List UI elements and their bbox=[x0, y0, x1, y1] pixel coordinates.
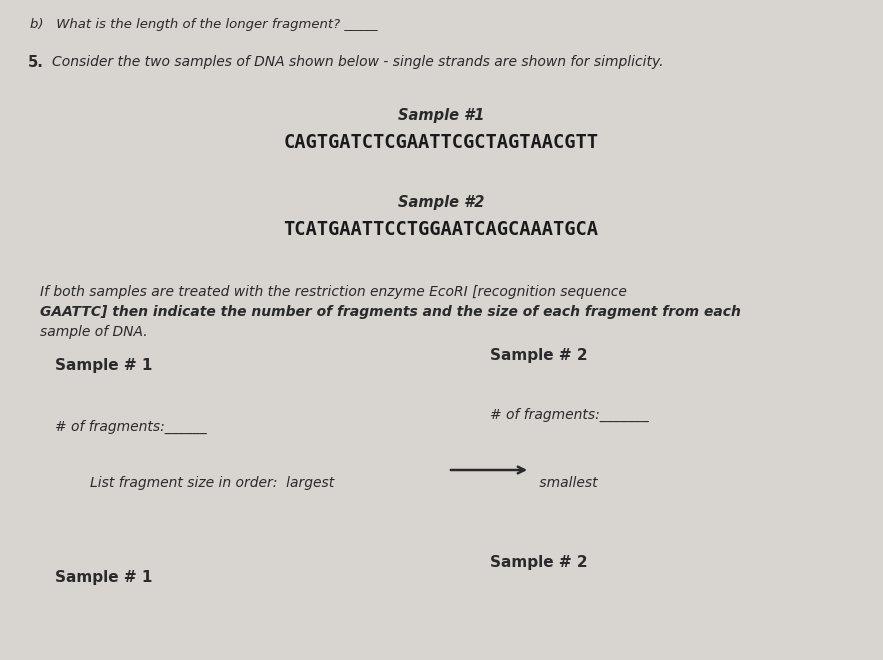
Text: Consider the two samples of DNA shown below - single strands are shown for simpl: Consider the two samples of DNA shown be… bbox=[52, 55, 663, 69]
Text: List fragment size in order:  largest: List fragment size in order: largest bbox=[90, 476, 338, 490]
Text: Sample # 1: Sample # 1 bbox=[55, 570, 153, 585]
Text: Sample #1: Sample #1 bbox=[398, 108, 484, 123]
Text: TCATGAATTCCTGGAATCAGCAAATGCA: TCATGAATTCCTGGAATCAGCAAATGCA bbox=[283, 220, 599, 239]
Text: sample of DNA.: sample of DNA. bbox=[40, 325, 147, 339]
Text: Sample # 1: Sample # 1 bbox=[55, 358, 153, 373]
Text: b)   What is the length of the longer fragment? _____: b) What is the length of the longer frag… bbox=[30, 18, 378, 31]
Text: GAATTC] then indicate the number of fragments and the size of each fragment from: GAATTC] then indicate the number of frag… bbox=[40, 305, 741, 319]
Text: # of fragments:_______: # of fragments:_______ bbox=[490, 408, 649, 422]
Text: CAGTGATCTCGAATTCGCTAGTAACGTT: CAGTGATCTCGAATTCGCTAGTAACGTT bbox=[283, 133, 599, 152]
Text: Sample # 2: Sample # 2 bbox=[490, 348, 587, 363]
Text: smallest: smallest bbox=[535, 476, 598, 490]
Text: Sample # 2: Sample # 2 bbox=[490, 555, 587, 570]
Text: # of fragments:______: # of fragments:______ bbox=[55, 420, 207, 434]
Text: 5.: 5. bbox=[28, 55, 44, 70]
Text: Sample #2: Sample #2 bbox=[398, 195, 484, 210]
Text: If both samples are treated with the restriction enzyme EcoRI [recognition seque: If both samples are treated with the res… bbox=[40, 285, 627, 299]
